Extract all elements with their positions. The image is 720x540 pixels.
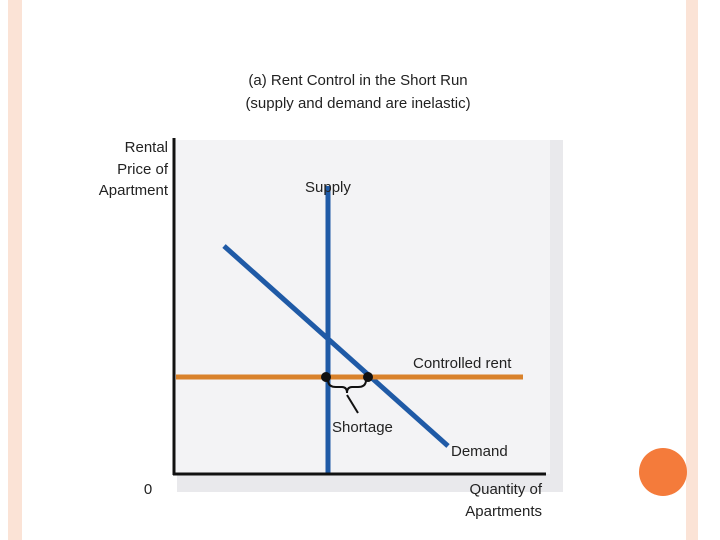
title: (a) Rent Control in the Short Run (suppl… <box>245 72 470 112</box>
shortage-pointer <box>346 394 359 414</box>
demand-label: Demand <box>451 443 508 460</box>
controlled-rent-label: Controlled rent <box>413 355 512 372</box>
title-line: (a) Rent Control in the Short Run <box>248 72 467 89</box>
origin-label: 0 <box>144 481 152 498</box>
left-border <box>8 0 22 540</box>
axis-label-line: Rental <box>125 139 168 156</box>
decor-circle <box>639 448 687 496</box>
plot-area <box>175 140 550 474</box>
axis-label-line: Price of <box>117 161 169 178</box>
axis-label-line: Quantity of <box>469 481 542 498</box>
x-axis-label: Quantity of Apartments <box>465 481 543 520</box>
right-border <box>686 0 698 540</box>
shortage-label: Shortage <box>332 419 393 436</box>
axis-label-line: Apartments <box>465 503 542 520</box>
title-line: (supply and demand are inelastic) <box>245 95 470 112</box>
demand-line <box>222 244 450 448</box>
demand-point <box>363 372 373 382</box>
y-axis-label: Rental Price of Apartment <box>99 139 169 199</box>
shortage-brace <box>327 379 367 394</box>
supply-point <box>321 372 331 382</box>
axis-label-line: Apartment <box>99 182 169 199</box>
supply-label: Supply <box>305 179 351 196</box>
